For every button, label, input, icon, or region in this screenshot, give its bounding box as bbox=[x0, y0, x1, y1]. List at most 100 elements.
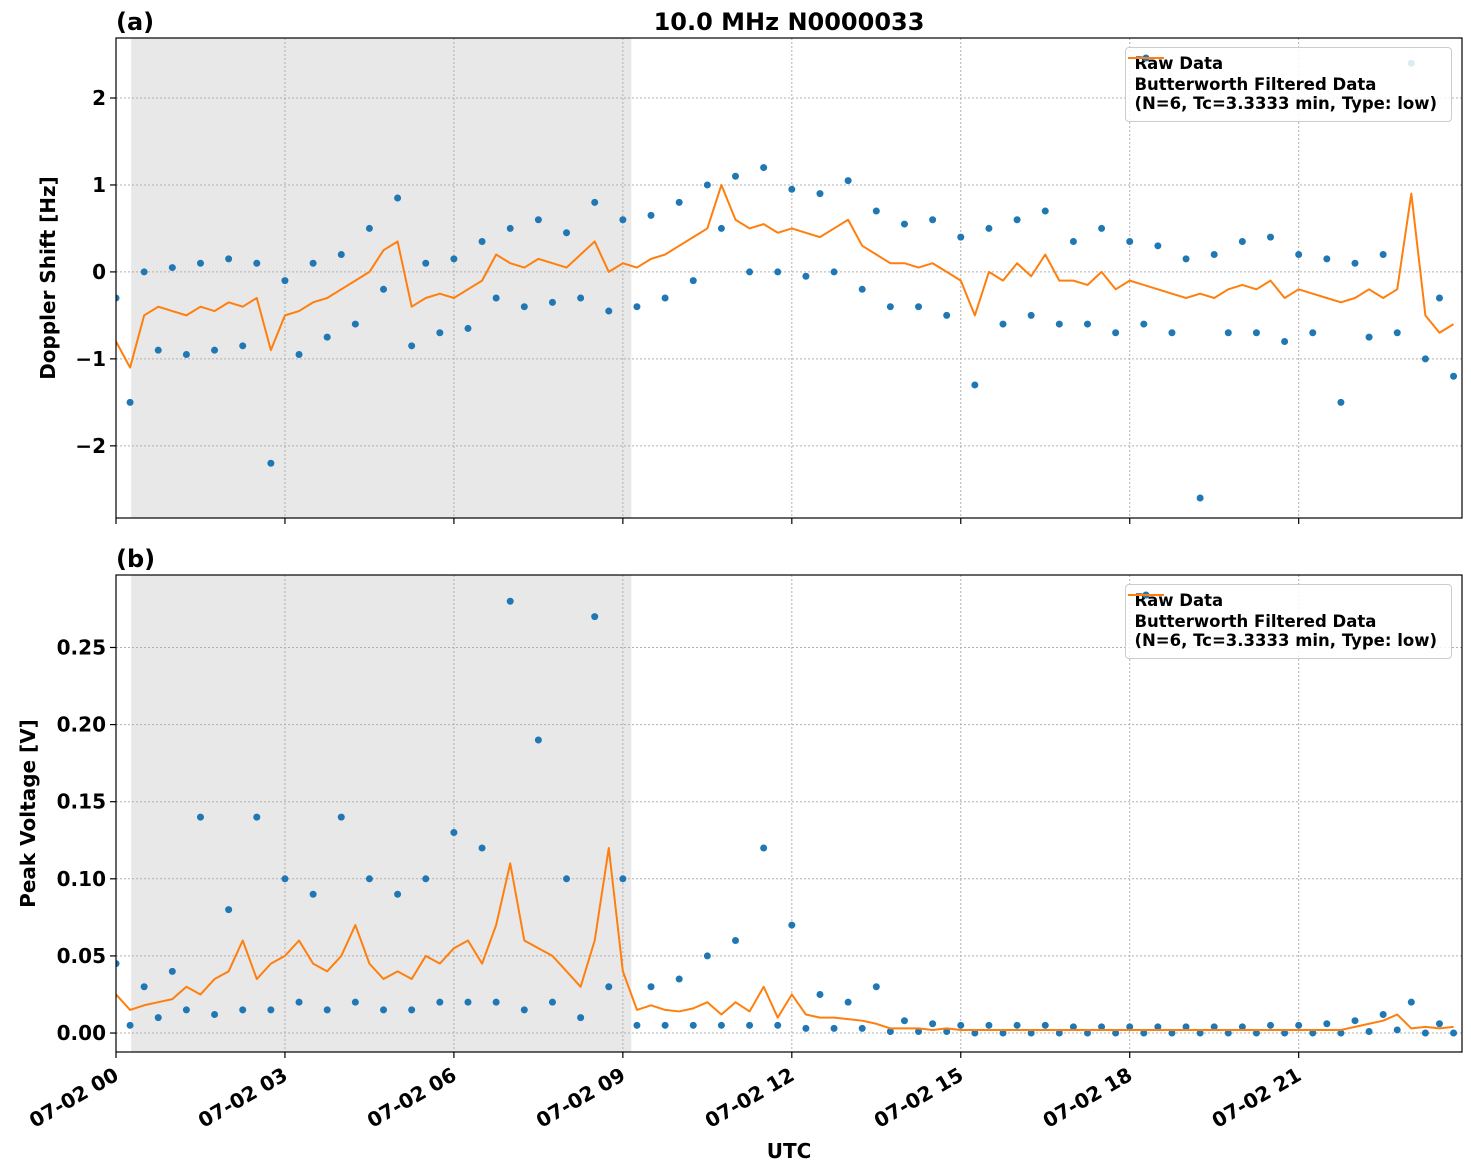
raw-point bbox=[1013, 1021, 1021, 1029]
raw-point bbox=[1224, 329, 1232, 337]
raw-point bbox=[1069, 1023, 1077, 1031]
raw-point bbox=[703, 181, 711, 189]
raw-point bbox=[999, 320, 1007, 328]
raw-point bbox=[971, 1029, 979, 1037]
raw-point bbox=[1069, 237, 1077, 245]
y-tick-label: 0.25 bbox=[57, 635, 106, 659]
raw-point bbox=[1027, 1029, 1035, 1037]
raw-point bbox=[1182, 1023, 1190, 1031]
raw-point bbox=[1309, 1029, 1317, 1037]
legend-entry: Butterworth Filtered Data (N=6, Tc=3.333… bbox=[1128, 57, 1437, 113]
raw-point bbox=[858, 1024, 866, 1032]
raw-point bbox=[1379, 251, 1387, 259]
raw-point bbox=[633, 303, 641, 311]
x-tick-label: 07-02 06 bbox=[363, 1062, 461, 1132]
raw-point bbox=[633, 1021, 641, 1029]
raw-point bbox=[351, 320, 359, 328]
raw-point bbox=[267, 459, 275, 467]
raw-point bbox=[309, 259, 317, 267]
raw-point bbox=[1450, 1029, 1458, 1037]
raw-point bbox=[844, 998, 852, 1006]
legend-key bbox=[1128, 57, 1165, 59]
raw-point bbox=[675, 975, 683, 983]
raw-point bbox=[309, 890, 317, 898]
raw-point bbox=[168, 264, 176, 272]
legend: Raw Data Butterworth Filtered Data (N=6, … bbox=[1125, 584, 1452, 659]
raw-point bbox=[802, 272, 810, 280]
raw-point bbox=[520, 303, 528, 311]
raw-point bbox=[1450, 372, 1458, 380]
raw-point bbox=[464, 998, 472, 1006]
raw-point bbox=[661, 1021, 669, 1029]
raw-point bbox=[1337, 1029, 1345, 1037]
raw-point bbox=[534, 736, 542, 744]
raw-point bbox=[1196, 1029, 1204, 1037]
raw-point bbox=[1126, 1023, 1134, 1031]
raw-point bbox=[957, 1021, 965, 1029]
raw-point bbox=[886, 1027, 894, 1035]
raw-point bbox=[943, 311, 951, 319]
raw-point bbox=[816, 990, 824, 998]
y-tick-label: 0.15 bbox=[57, 790, 106, 814]
raw-point bbox=[492, 294, 500, 302]
legend-entry: Raw Data bbox=[1134, 54, 1437, 73]
raw-point bbox=[999, 1029, 1007, 1037]
raw-point bbox=[239, 1006, 247, 1014]
raw-point bbox=[717, 224, 725, 232]
x-tick-label: 07-02 09 bbox=[532, 1062, 630, 1132]
raw-point bbox=[1140, 320, 1148, 328]
raw-point bbox=[506, 224, 514, 232]
raw-point bbox=[478, 237, 486, 245]
raw-point bbox=[858, 285, 866, 293]
y-tick-label: −1 bbox=[75, 347, 106, 371]
raw-point bbox=[1083, 1029, 1091, 1037]
raw-point bbox=[1140, 1029, 1148, 1037]
raw-point bbox=[422, 875, 430, 883]
chart-title: 10.0 MHz N0000033 bbox=[654, 8, 925, 36]
raw-point bbox=[577, 294, 585, 302]
raw-point bbox=[1027, 311, 1035, 319]
raw-point bbox=[1041, 207, 1049, 215]
raw-point bbox=[746, 268, 754, 276]
raw-point bbox=[422, 259, 430, 267]
y-tick-label: 0.10 bbox=[57, 867, 106, 891]
raw-point bbox=[605, 307, 613, 315]
y-tick-label: 0.05 bbox=[57, 944, 106, 968]
raw-point bbox=[380, 285, 388, 293]
panel-label: (a) bbox=[116, 8, 154, 36]
raw-point bbox=[1295, 1021, 1303, 1029]
raw-point bbox=[1168, 1029, 1176, 1037]
plot-frame bbox=[115, 37, 1463, 519]
raw-point bbox=[774, 268, 782, 276]
y-tick-label: 0.20 bbox=[57, 713, 106, 737]
raw-point bbox=[520, 1006, 528, 1014]
raw-point bbox=[563, 875, 571, 883]
raw-point bbox=[436, 329, 444, 337]
raw-point bbox=[872, 207, 880, 215]
raw-point bbox=[394, 194, 402, 202]
legend-label: Butterworth Filtered Data (N=6, Tc=3.333… bbox=[1134, 75, 1437, 113]
raw-point bbox=[1154, 1023, 1162, 1031]
raw-point bbox=[140, 983, 148, 991]
raw-point bbox=[605, 983, 613, 991]
raw-point bbox=[1238, 1023, 1246, 1031]
raw-point bbox=[900, 1017, 908, 1025]
raw-point bbox=[1365, 333, 1373, 341]
raw-point bbox=[534, 216, 542, 224]
raw-point bbox=[196, 259, 204, 267]
raw-point bbox=[1323, 255, 1331, 263]
raw-point bbox=[1210, 1023, 1218, 1031]
raw-point bbox=[985, 1021, 993, 1029]
raw-point bbox=[788, 921, 796, 929]
raw-point bbox=[1407, 998, 1415, 1006]
y-tick-label: 1 bbox=[92, 173, 106, 197]
raw-point bbox=[337, 813, 345, 821]
raw-point bbox=[1252, 329, 1260, 337]
raw-point bbox=[971, 381, 979, 389]
raw-point bbox=[408, 1006, 416, 1014]
y-tick-label: −2 bbox=[75, 434, 106, 458]
raw-point bbox=[1252, 1029, 1260, 1037]
raw-point bbox=[591, 613, 599, 621]
